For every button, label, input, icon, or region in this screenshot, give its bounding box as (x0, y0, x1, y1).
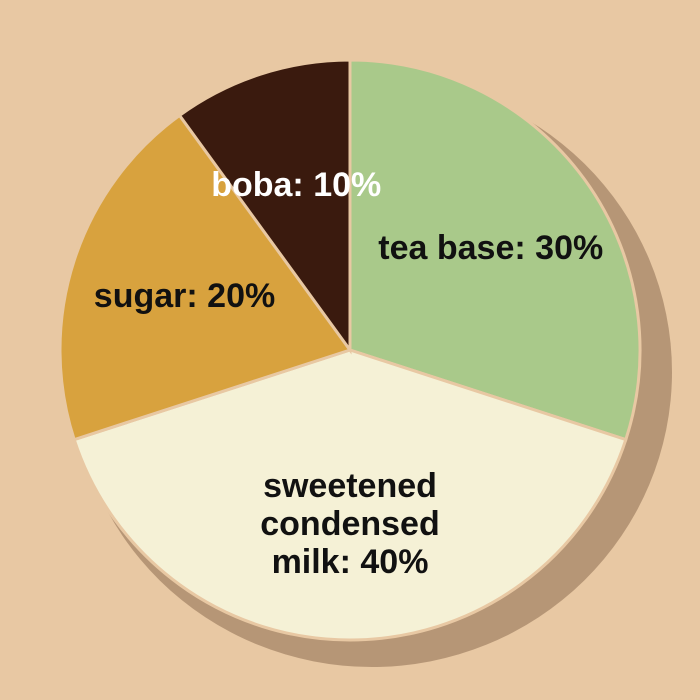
pie-slice (58, 113, 353, 442)
pie-slice (72, 348, 628, 642)
category-label: tea base: (378, 228, 526, 267)
slice-label: sweetened condensed milk: 40% (235, 467, 465, 581)
slice-label: sugar: 20% (70, 277, 300, 315)
pie-slice (177, 58, 352, 355)
value-label: 30% (535, 228, 604, 267)
pie-slice (348, 58, 642, 442)
category-label: boba: (211, 165, 304, 204)
slice-label: tea base: 30% (376, 229, 606, 267)
slice-label: boba: 10% (181, 166, 411, 204)
category-label: sweetened condensed milk: (260, 467, 440, 581)
value-label: 40% (360, 543, 429, 581)
value-label: 10% (313, 165, 382, 204)
category-label: sugar: (93, 277, 198, 316)
value-label: 20% (207, 277, 276, 316)
